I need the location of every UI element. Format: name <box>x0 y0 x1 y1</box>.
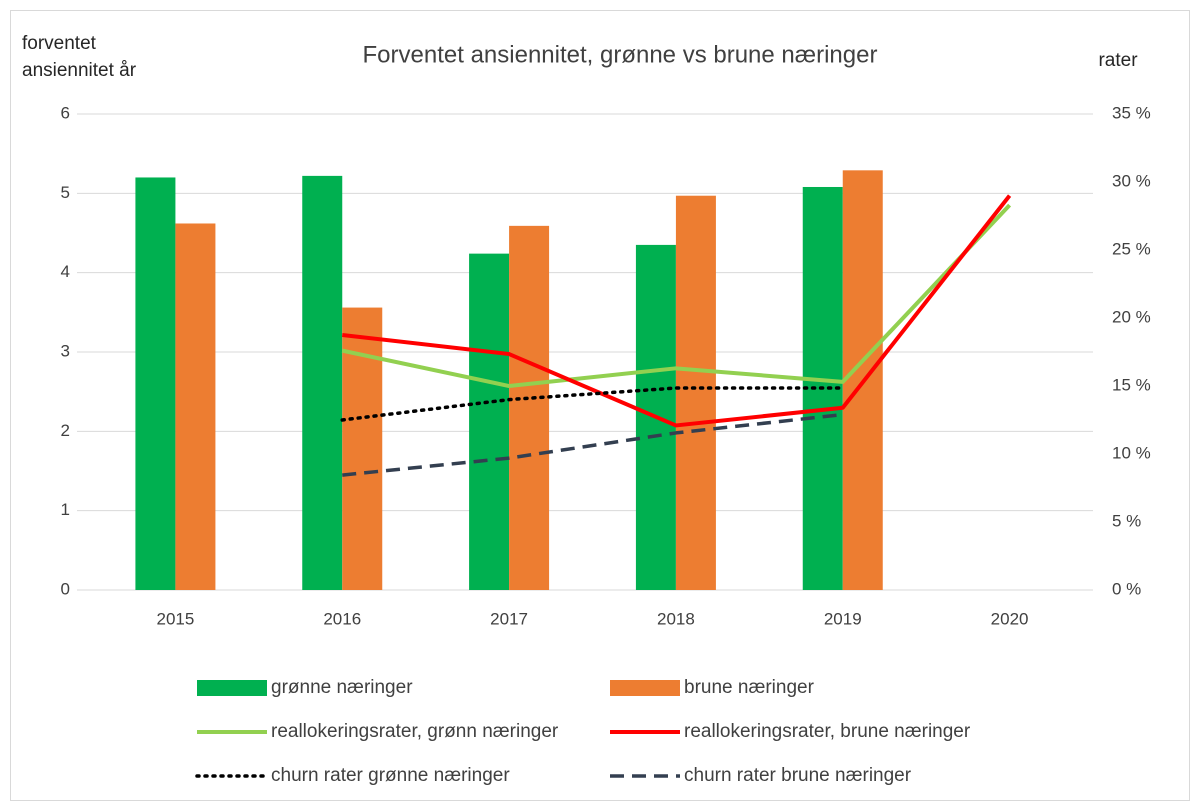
line-series <box>341 203 1012 388</box>
legend-swatch <box>197 680 267 696</box>
y-tick-label: 4 <box>61 262 70 281</box>
y-tick-label: 3 <box>61 341 70 360</box>
y-tick-label: 1 <box>61 500 70 519</box>
x-tick-label: 2020 <box>991 609 1029 628</box>
line-series <box>340 386 845 422</box>
legend-label: grønne næringer <box>271 677 413 698</box>
bar <box>469 253 510 591</box>
legend-label: reallokeringsrater, grønn næringer <box>271 721 559 742</box>
x-tick-label: 2016 <box>323 609 361 628</box>
bar <box>175 223 216 591</box>
x-tick-label: 2019 <box>824 609 862 628</box>
x-tick-label: 2018 <box>657 609 695 628</box>
y-tick-label: 2 <box>61 421 70 440</box>
y2-tick-label: 0 % <box>1112 579 1141 598</box>
y2-tick-label: 15 % <box>1112 375 1151 394</box>
y2-tick-label: 25 % <box>1112 239 1151 258</box>
y2-tick-label: 5 % <box>1112 511 1141 530</box>
y2-tick-label: 35 % <box>1112 103 1151 122</box>
bar <box>135 177 176 590</box>
line-series <box>342 194 1012 428</box>
legend-label: churn rater brune næringer <box>684 765 912 786</box>
y2-tick-label: 20 % <box>1112 307 1151 326</box>
bar <box>302 175 343 590</box>
x-tick-label: 2015 <box>157 609 195 628</box>
line-series <box>342 412 843 477</box>
legend-swatch <box>610 680 680 696</box>
y2-tick-label: 10 % <box>1112 443 1151 462</box>
bar <box>509 225 550 591</box>
y-tick-label: 0 <box>61 579 70 598</box>
y-tick-label: 6 <box>61 103 70 122</box>
x-tick-label: 2017 <box>490 609 528 628</box>
bar <box>675 195 716 591</box>
legend-label: churn rater grønne næringer <box>271 765 510 786</box>
legend-label: reallokeringsrater, brune næringer <box>684 721 971 742</box>
legend-label: brune næringer <box>684 677 815 698</box>
y2-axis-label: rater <box>1098 50 1138 71</box>
y-axis-label: forventet ansiennitet år <box>22 33 137 81</box>
chart-title: Forventet ansiennitet, grønne vs brune n… <box>363 41 878 68</box>
y2-tick-label: 30 % <box>1112 171 1151 190</box>
y-tick-label: 5 <box>61 183 70 202</box>
